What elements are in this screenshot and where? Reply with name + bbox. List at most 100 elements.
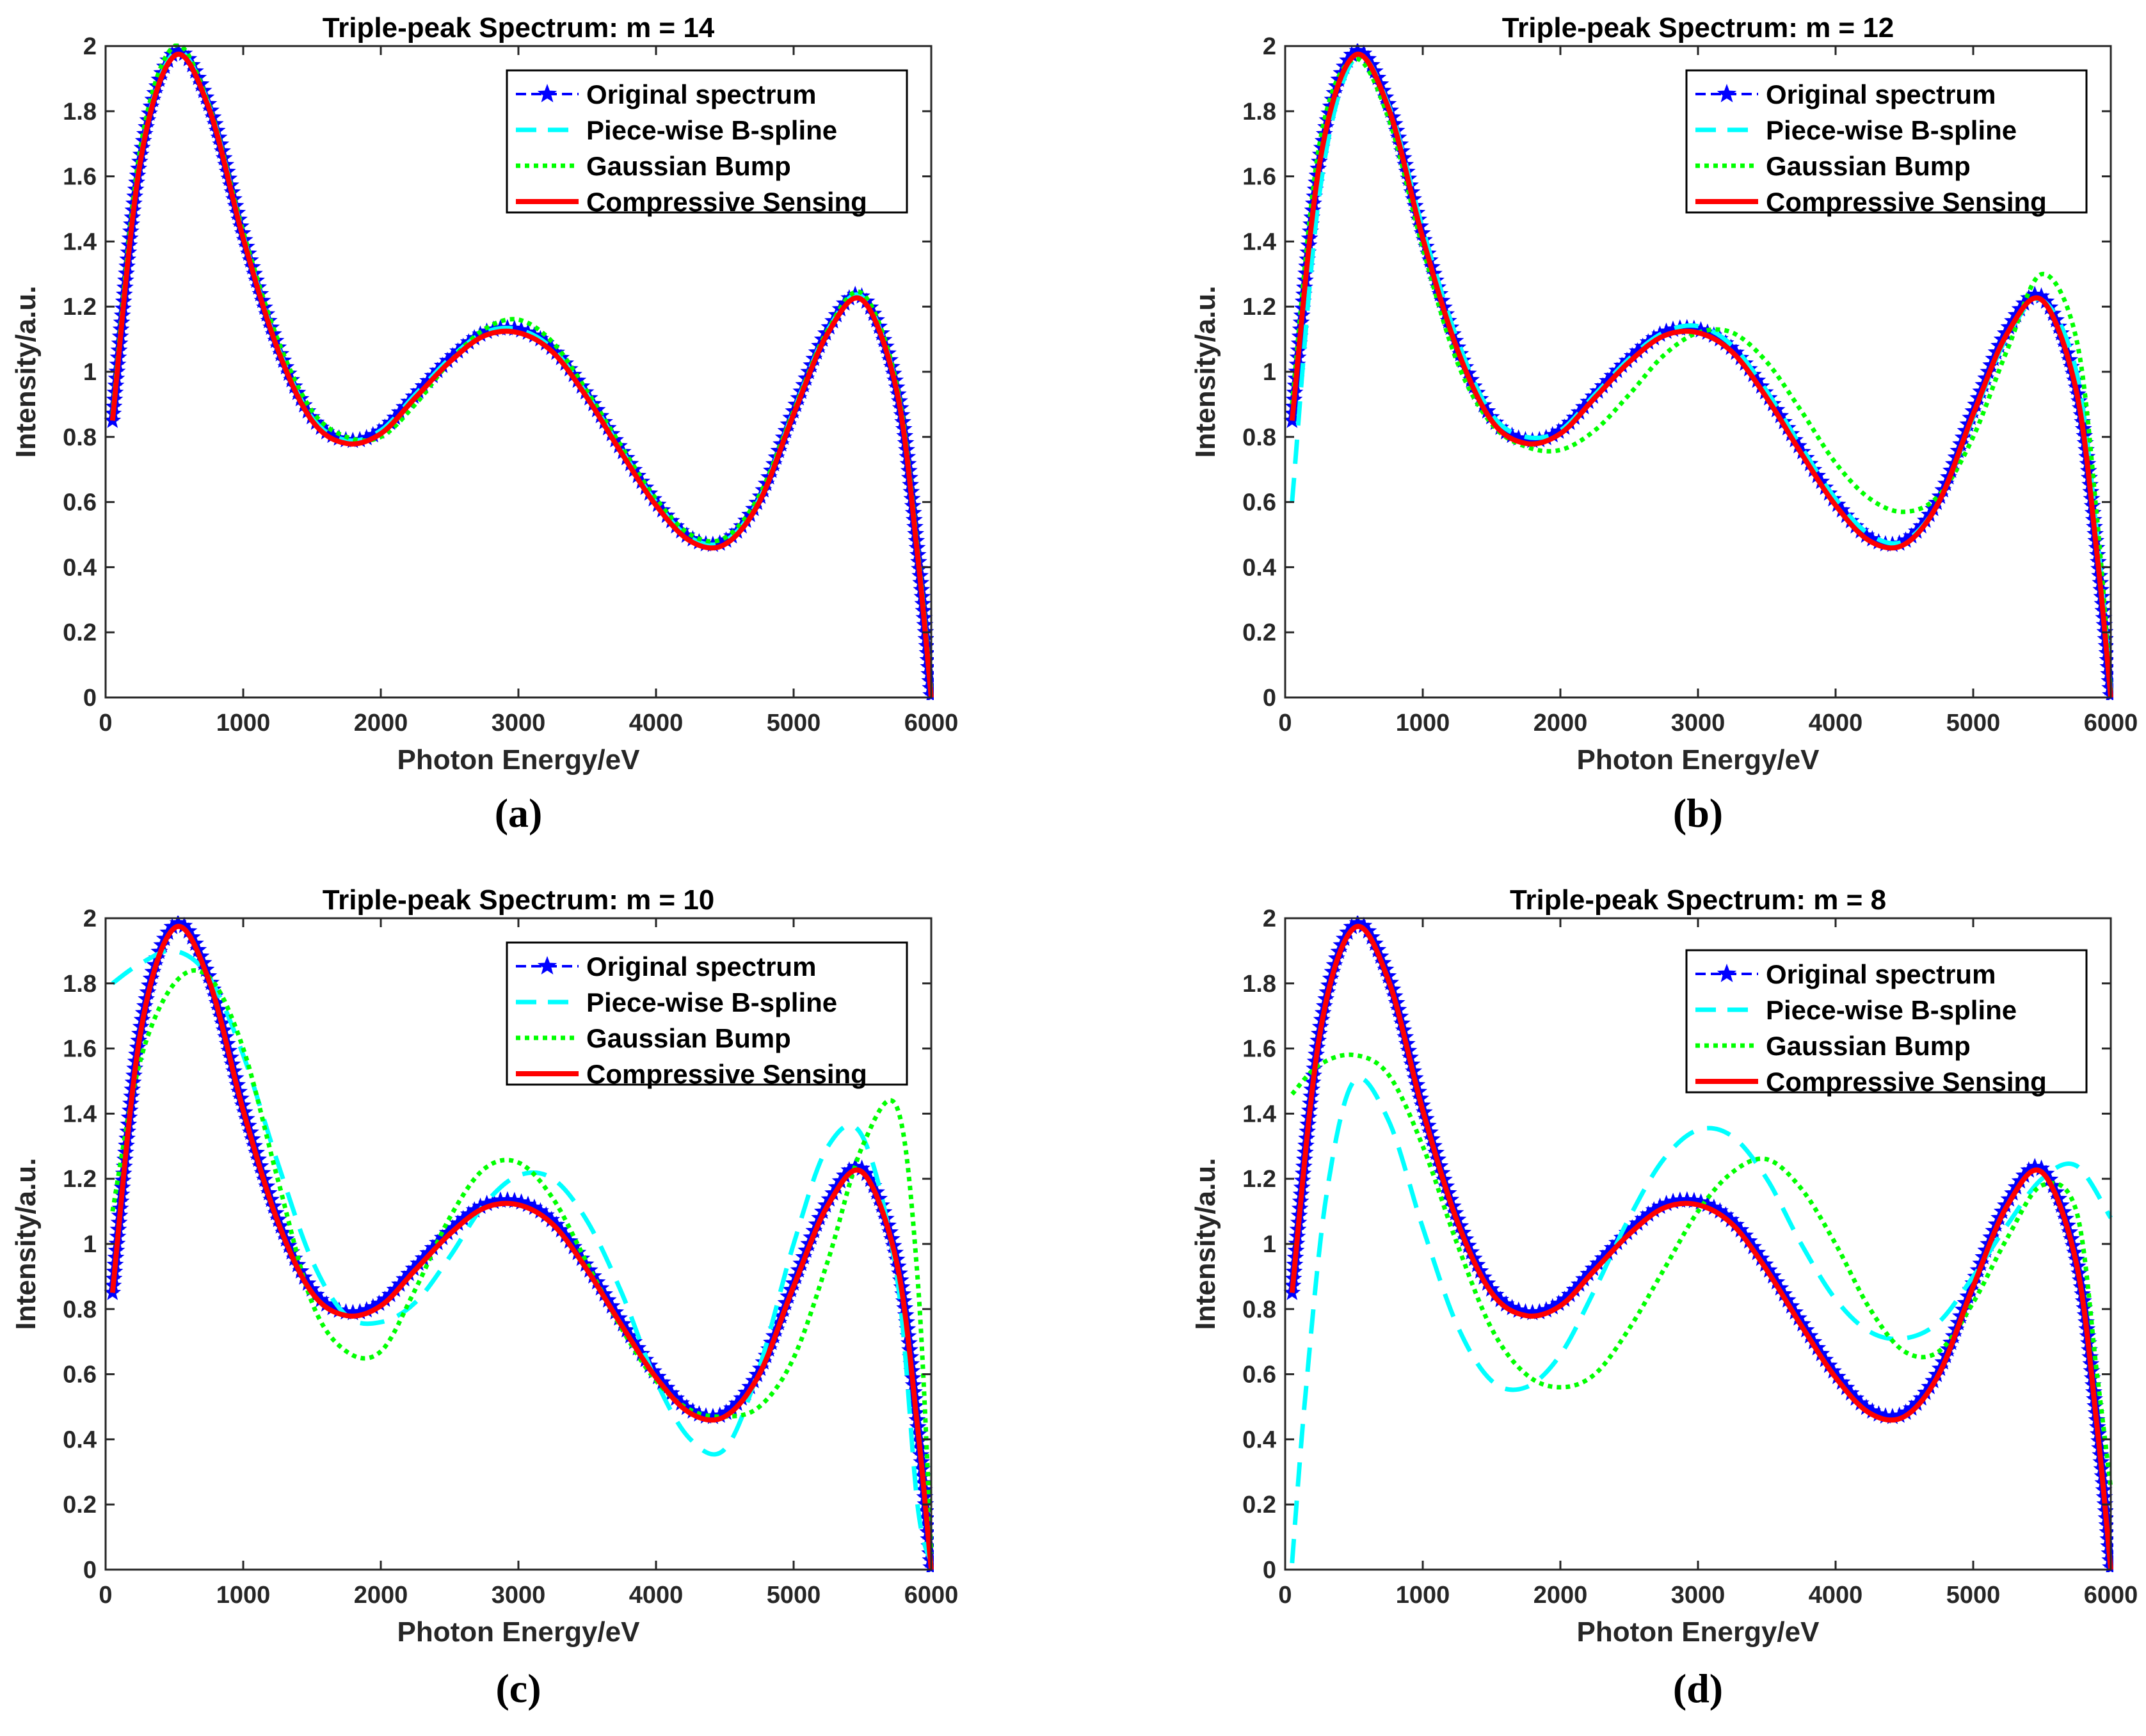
legend-entry: Compressive Sensing <box>586 1059 867 1089</box>
x-tick-label: 2000 <box>354 1582 408 1609</box>
legend-entry: Gaussian Bump <box>1766 151 1971 181</box>
y-tick-label: 0.2 <box>63 619 97 646</box>
x-tick-label: 1000 <box>216 1582 271 1609</box>
x-tick-label: 1000 <box>216 710 271 737</box>
x-tick-label: 4000 <box>629 1582 684 1609</box>
y-tick-label: 1.6 <box>63 1036 97 1063</box>
legend-entry: Gaussian Bump <box>586 1023 791 1053</box>
x-tick-label: 5000 <box>767 710 821 737</box>
y-tick-label: 0 <box>1263 1557 1276 1584</box>
x-tick-label: 6000 <box>904 1582 959 1609</box>
x-tick-label: 1000 <box>1396 710 1450 737</box>
x-tick-label: 5000 <box>767 1582 821 1609</box>
x-tick-label: 3000 <box>492 710 546 737</box>
legend-entry: Original spectrum <box>586 952 816 982</box>
legend-entry: Compressive Sensing <box>1766 187 2047 217</box>
y-axis-label: Intensity/a.u. <box>1190 1158 1221 1330</box>
y-tick-label: 1.8 <box>63 971 97 998</box>
legend-box <box>506 69 908 214</box>
y-tick-label: 0.2 <box>1242 619 1276 646</box>
x-tick-label: 0 <box>1278 710 1292 737</box>
x-axis-label: Photon Energy/eV <box>1577 1616 1820 1648</box>
x-tick-label: 1000 <box>1396 1582 1450 1609</box>
legend: Original spectrum Piece-wise B-spline Gaus… <box>1685 949 2088 1097</box>
y-tick-label: 0 <box>1263 685 1276 712</box>
panel-label: (a) <box>495 790 543 836</box>
y-tick-label: 1.2 <box>1242 294 1276 321</box>
series-group <box>104 44 934 700</box>
panel-label: (b) <box>1673 790 1723 836</box>
x-tick-label: 5000 <box>1946 710 2001 737</box>
series-group <box>104 916 934 1572</box>
x-tick-label: 4000 <box>1809 710 1863 737</box>
y-tick-label: 1.4 <box>63 1101 97 1127</box>
legend-star-marker <box>537 956 557 975</box>
chart-title: Triple-peak Spectrum: m = 8 <box>1510 884 1886 916</box>
series-compressive-sensing-line <box>109 923 934 1570</box>
y-tick-label: 2 <box>83 33 97 60</box>
series-gaussian-bump-line <box>110 968 934 1554</box>
legend-star-marker <box>1717 84 1737 102</box>
y-tick-label: 0 <box>83 685 97 712</box>
series-gaussian-bump-line <box>1290 1052 2113 1489</box>
x-tick-label: 6000 <box>2084 1582 2138 1609</box>
y-tick-label: 2 <box>83 905 97 932</box>
y-tick-label: 0.8 <box>1242 1296 1276 1323</box>
y-tick-label: 1.2 <box>63 1166 97 1193</box>
legend-star-marker <box>1717 964 1737 982</box>
y-tick-label: 1.2 <box>1242 1166 1276 1193</box>
y-tick-label: 1.6 <box>1242 1036 1276 1063</box>
chart-title: Triple-peak Spectrum: m = 10 <box>323 884 715 916</box>
legend-entry: Piece-wise B-spline <box>1766 995 2017 1025</box>
series-compressive-sensing-line <box>109 51 934 698</box>
y-tick-label: 1.4 <box>63 228 97 255</box>
chart-title: Triple-peak Spectrum: m = 12 <box>1502 12 1894 44</box>
y-tick-label: 0.6 <box>1242 1362 1276 1389</box>
x-axis-label: Photon Energy/eV <box>1577 744 1820 776</box>
y-tick-label: 0.2 <box>63 1492 97 1518</box>
x-tick-label: 4000 <box>629 710 684 737</box>
x-tick-label: 2000 <box>354 710 408 737</box>
legend-entry: Compressive Sensing <box>586 187 867 217</box>
y-tick-label: 0.6 <box>63 490 97 516</box>
y-tick-label: 1.4 <box>1242 228 1276 255</box>
legend: Original spectrum Piece-wise B-spline Gaus… <box>1685 69 2088 217</box>
legend-star-marker <box>537 84 557 102</box>
y-tick-label: 1.6 <box>1242 164 1276 191</box>
x-tick-label: 3000 <box>1671 1582 1726 1609</box>
y-tick-label: 0.2 <box>1242 1492 1276 1518</box>
y-tick-label: 0.8 <box>1242 424 1276 451</box>
x-tick-label: 3000 <box>1671 710 1726 737</box>
y-tick-label: 0.6 <box>1242 490 1276 516</box>
y-tick-label: 1.4 <box>1242 1101 1276 1127</box>
x-tick-label: 6000 <box>2084 710 2138 737</box>
x-tick-label: 5000 <box>1946 1582 2001 1609</box>
chart-panel-d: 0 1000 2000 3000 4000 5000 6000 0 0.2 0.4 0.6 0.8 1 1… <box>1190 884 2138 1711</box>
y-tick-label: 0.4 <box>1242 1426 1276 1453</box>
y-tick-label: 1 <box>83 1231 97 1258</box>
y-tick-label: 1.8 <box>1242 99 1276 125</box>
x-tick-label: 2000 <box>1533 710 1588 737</box>
legend-entry: Piece-wise B-spline <box>586 115 837 145</box>
chart-panel-a: 0 1000 2000 3000 4000 5000 6000 0 0.2 0.4 0.6 0.8 1 1… <box>10 12 958 836</box>
legend: Original spectrum Piece-wise B-spline Gaus… <box>506 69 908 217</box>
y-tick-label: 1.2 <box>63 294 97 321</box>
y-axis-label: Intensity/a.u. <box>10 286 42 458</box>
series-compressive-sensing-line <box>1289 923 2113 1570</box>
y-tick-label: 1.8 <box>63 99 97 125</box>
legend-entry: Compressive Sensing <box>1766 1067 2047 1097</box>
y-tick-label: 1.8 <box>1242 971 1276 998</box>
y-tick-label: 0.6 <box>63 1362 97 1389</box>
y-tick-label: 1.6 <box>63 164 97 191</box>
legend-entry: Piece-wise B-spline <box>586 987 837 1017</box>
y-tick-label: 2 <box>1263 905 1276 932</box>
series-piece-wise-b-spline-line <box>111 948 934 1564</box>
x-tick-label: 3000 <box>492 1582 546 1609</box>
y-axis-label: Intensity/a.u. <box>10 1158 42 1330</box>
legend-entry: Original spectrum <box>1766 79 1996 109</box>
y-tick-label: 1 <box>1263 1231 1276 1258</box>
legend-box <box>1685 69 2088 214</box>
y-tick-label: 0.8 <box>63 1296 97 1323</box>
y-tick-label: 2 <box>1263 33 1276 60</box>
